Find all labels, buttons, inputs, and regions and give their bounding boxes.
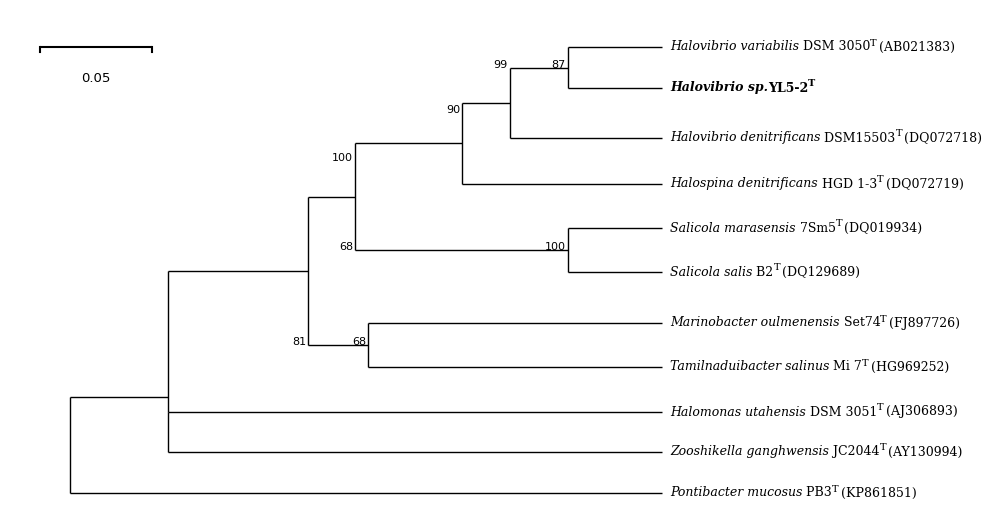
- Text: T: T: [877, 175, 884, 185]
- Text: (AB021383): (AB021383): [875, 41, 955, 53]
- Text: T: T: [808, 80, 816, 89]
- Text: T: T: [862, 359, 869, 367]
- Text: 7Sm5: 7Sm5: [796, 222, 836, 234]
- Text: 100: 100: [545, 242, 566, 252]
- Text: (HG969252): (HG969252): [867, 361, 949, 373]
- Text: 87: 87: [552, 60, 566, 70]
- Text: T: T: [836, 220, 842, 228]
- Text: Halovibrio denitrificans: Halovibrio denitrificans: [670, 131, 820, 145]
- Text: T: T: [832, 484, 839, 494]
- Text: (AJ306893): (AJ306893): [882, 405, 958, 419]
- Text: Set74: Set74: [840, 317, 880, 329]
- Text: 99: 99: [494, 60, 508, 70]
- Text: Halospina denitrificans: Halospina denitrificans: [670, 177, 818, 190]
- Text: T: T: [880, 314, 887, 324]
- Text: 90: 90: [446, 105, 460, 115]
- Text: (KP861851): (KP861851): [837, 486, 917, 500]
- Text: 100: 100: [332, 153, 353, 163]
- Text: Halovibrio variabilis: Halovibrio variabilis: [670, 41, 799, 53]
- Text: Zooshikella ganghwensis: Zooshikella ganghwensis: [670, 445, 829, 459]
- Text: B2: B2: [752, 266, 774, 279]
- Text: Salicola salis: Salicola salis: [670, 266, 752, 279]
- Text: DSM 3051: DSM 3051: [806, 405, 877, 419]
- Text: YL5-2: YL5-2: [768, 82, 808, 94]
- Text: Mi 7: Mi 7: [829, 361, 862, 373]
- Text: (DQ072719): (DQ072719): [882, 177, 963, 190]
- Text: (FJ897726): (FJ897726): [885, 317, 960, 329]
- Text: 68: 68: [339, 242, 353, 252]
- Text: DSM15503: DSM15503: [820, 131, 896, 145]
- Text: JC2044: JC2044: [829, 445, 879, 459]
- Text: Marinobacter oulmenensis: Marinobacter oulmenensis: [670, 317, 840, 329]
- Text: 68: 68: [352, 337, 366, 347]
- Text: Halomonas utahensis: Halomonas utahensis: [670, 405, 806, 419]
- Text: HGD 1-3: HGD 1-3: [818, 177, 877, 190]
- Text: T: T: [877, 404, 884, 412]
- Text: DSM 3050: DSM 3050: [799, 41, 870, 53]
- Text: (DQ019934): (DQ019934): [840, 222, 922, 234]
- Text: Halovibrio sp.: Halovibrio sp.: [670, 82, 768, 94]
- Text: Pontibacter mucosus: Pontibacter mucosus: [670, 486, 802, 500]
- Text: (DQ129689): (DQ129689): [778, 266, 860, 279]
- Text: (DQ072718): (DQ072718): [900, 131, 982, 145]
- Text: 0.05: 0.05: [81, 72, 111, 85]
- Text: T: T: [870, 38, 877, 48]
- Text: Tamilnaduibacter salinus: Tamilnaduibacter salinus: [670, 361, 829, 373]
- Text: Salicola marasensis: Salicola marasensis: [670, 222, 796, 234]
- Text: T: T: [774, 264, 780, 272]
- Text: T: T: [896, 129, 902, 139]
- Text: PB3: PB3: [802, 486, 832, 500]
- Text: T: T: [879, 444, 886, 452]
- Text: 81: 81: [292, 337, 306, 347]
- Text: (AY130994): (AY130994): [884, 445, 962, 459]
